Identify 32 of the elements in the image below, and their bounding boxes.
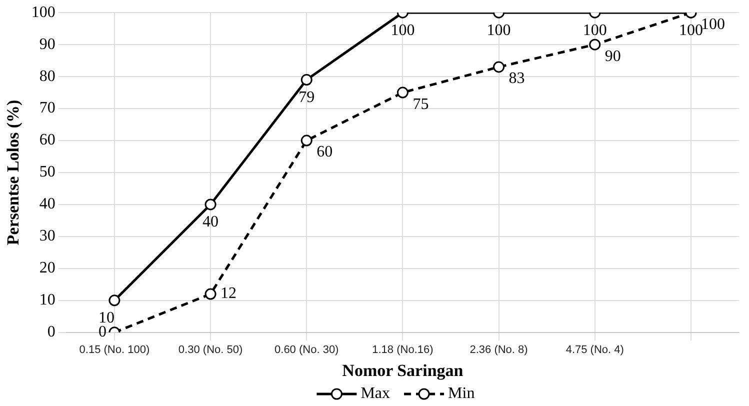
y-tick-label: 60 [39, 132, 56, 149]
y-tick-label: 10 [39, 292, 56, 309]
x-tick-label: 0.15 (No. 100) [79, 344, 150, 356]
data-label: 40 [202, 214, 219, 231]
data-label: 90 [604, 48, 621, 65]
data-label: 12 [220, 285, 237, 302]
y-tick-label: 90 [39, 36, 56, 53]
data-label: 100 [486, 22, 511, 39]
y-axis-title: Persentse Lolos (%) [4, 100, 23, 246]
data-label: 100 [678, 22, 703, 39]
x-tick-label: 0.30 (No. 50) [178, 344, 243, 356]
data-label: 79 [298, 88, 315, 106]
y-tick-label: 50 [39, 164, 56, 181]
data-label: 83 [508, 70, 525, 88]
y-tick-label: 40 [39, 196, 56, 213]
data-label: 60 [316, 144, 333, 161]
x-tick-label: 1.18 (No.16) [372, 344, 434, 356]
data-label: 100 [582, 22, 607, 39]
legend-label: Max [360, 385, 390, 402]
x-tick-label: 4.75 (No. 4) [566, 344, 624, 356]
x-tick-label: 2.36 (No. 8) [470, 344, 528, 356]
y-tick-label: 30 [39, 228, 56, 245]
data-label: 75 [412, 96, 429, 113]
y-tick-label: 70 [39, 100, 56, 117]
legend-label: Min [448, 385, 475, 402]
data-label: 100 [390, 22, 415, 39]
y-tick-label: 100 [31, 4, 56, 21]
y-tick-label: 0 [47, 324, 56, 341]
x-tick-label: 0.60 (No. 30) [274, 344, 339, 356]
y-tick-label: 80 [39, 68, 56, 85]
y-tick-label: 20 [39, 260, 56, 277]
x-axis-title: Nomor Saringan [342, 361, 464, 380]
